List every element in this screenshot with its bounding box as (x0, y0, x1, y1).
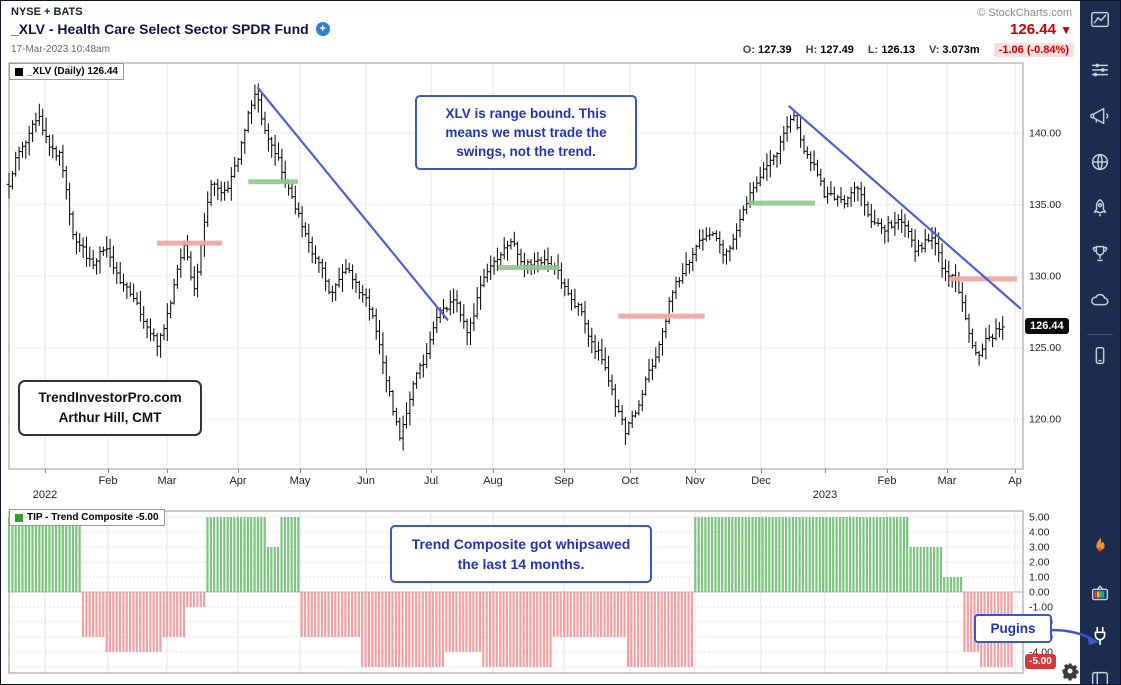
megaphone-icon[interactable] (1089, 105, 1111, 127)
axis-tick (825, 469, 826, 473)
axis-tick (761, 469, 762, 473)
right-toolbar (1080, 1, 1120, 684)
legend-swatch (15, 513, 23, 522)
price-axis-label: 130.00 (1029, 271, 1061, 283)
axis-tick (108, 469, 109, 473)
axis-tick (45, 469, 46, 473)
month-label: Mar (937, 475, 957, 487)
month-label: Aug (483, 475, 503, 487)
last-price: 126.44 ▼ (1010, 21, 1072, 38)
price-axis-label: 140.00 (1029, 128, 1061, 140)
trendline (788, 105, 1022, 310)
axis-tick (493, 469, 494, 473)
price-legend-text: _XLV (Daily) 126.44 (27, 66, 118, 77)
axis-tick (1015, 469, 1016, 473)
month-label: Mar (157, 475, 177, 487)
panel-icon[interactable] (1089, 669, 1111, 684)
date-axis: Feb Mar Apr May Jun Jul Aug Sep Oct Nov Dec Feb Mar A… (1, 469, 1082, 507)
trendline (256, 86, 449, 322)
price-axis-label: 125.00 (1029, 342, 1061, 354)
change-badge: -1.06 (-0.84%) (993, 43, 1074, 57)
year-label: 2022 (32, 489, 58, 501)
credit-line2: Arthur Hill, CMT (58, 410, 162, 425)
last-price-axis-tag: 126.44 (1025, 318, 1069, 334)
charts-icon[interactable] (1089, 9, 1111, 31)
axis-tick (564, 469, 565, 473)
trend-composite-negative-bars (81, 592, 1013, 667)
month-label: Jul (423, 475, 439, 487)
rocket-icon[interactable] (1089, 197, 1111, 219)
month-label: Jun (357, 475, 375, 487)
axis-tick (167, 469, 168, 473)
axis-tick (887, 469, 888, 473)
month-label: Apr (229, 475, 247, 487)
trend-composite-positive-bars (7, 517, 963, 592)
month-label: Dec (751, 475, 771, 487)
month-label: Feb (98, 475, 118, 487)
tv-icon[interactable] (1089, 583, 1111, 605)
quote-row: O: 127.39 H: 127.49 L: 126.13 V: 3.073m -1.0… (743, 43, 1074, 57)
title-row: _XLV - Health Care Select Sector SPDR Fu… (11, 21, 330, 37)
indicator-axis-label: 5.00 (1029, 512, 1050, 524)
year-label: 2023 (812, 489, 838, 501)
trophy-icon[interactable] (1089, 243, 1111, 265)
price-chart: 140.00 135.00 130.00 125.00 120.00 (6, 62, 1061, 470)
axis-tick (300, 469, 301, 473)
ohlc-bars (6, 83, 1005, 451)
price-legend: _XLV (Daily) 126.44 (9, 63, 124, 80)
tc-legend-text: TIP - Trend Composite -5.00 (27, 512, 159, 523)
mobile-icon[interactable] (1089, 345, 1111, 367)
quote-open: O: 127.39 (742, 44, 792, 56)
axis-tick (366, 469, 367, 473)
sliders-icon[interactable] (1089, 59, 1111, 81)
month-label: Feb (877, 475, 897, 487)
toolbar-divider (1087, 334, 1113, 335)
note-plugins: Pugins (974, 614, 1052, 643)
note-rangebound: XLV is range bound. This means we must t… (415, 95, 637, 170)
month-label: Oct (621, 475, 639, 487)
indicator-axis-label: 3.00 (1029, 542, 1050, 554)
indicator-value-tag: -5.00 (1025, 654, 1056, 669)
credit-line1: TrendInvestorPro.com (38, 390, 182, 405)
axis-tick (695, 469, 696, 473)
quote-high: H: 127.49 (805, 44, 854, 56)
flame-icon[interactable] (1089, 535, 1111, 557)
month-label: May (289, 475, 311, 487)
last-price-value: 126.44 (1010, 21, 1056, 38)
globe-icon[interactable] (1089, 151, 1111, 173)
datetime-label: 17-Mar-2023 10:48am (11, 44, 110, 55)
exchange-label: NYSE + BATS (11, 6, 83, 18)
month-label: Ap (1008, 475, 1022, 487)
indicator-axis-label: 2.00 (1029, 557, 1050, 569)
axis-tick (431, 469, 432, 473)
quote-volume: V: 3.073m (928, 44, 980, 56)
trend-composite-legend: TIP - Trend Composite -5.00 (9, 509, 165, 526)
indicator-axis-label: 0.00 (1029, 587, 1050, 599)
chart-title: _XLV - Health Care Select Sector SPDR Fu… (11, 21, 309, 37)
quote-low: L: 126.13 (867, 44, 915, 56)
chart-area: NYSE + BATS © StockCharts.com _XLV - Hea… (1, 1, 1082, 684)
plus-icon[interactable]: + (315, 22, 330, 36)
axis-tick (238, 469, 239, 473)
price-axis-label: 135.00 (1029, 199, 1061, 211)
note-credit: TrendInvestorPro.com Arthur Hill, CMT (18, 380, 202, 436)
gear-icon[interactable] (1060, 661, 1080, 681)
cloud-icon[interactable] (1089, 289, 1111, 311)
indicator-axis-label: 4.00 (1029, 527, 1050, 539)
price-axis-label: 120.00 (1029, 414, 1061, 426)
note-whipsaw: Trend Composite got whipsawed the last 1… (390, 525, 652, 583)
legend-swatch (15, 67, 23, 76)
indicator-axis-label: -1.00 (1029, 602, 1053, 614)
plug-icon[interactable] (1089, 625, 1111, 647)
indicator-axis-label: 1.00 (1029, 572, 1050, 584)
price-down-icon: ▼ (1060, 23, 1072, 37)
month-label: Sep (554, 475, 574, 487)
month-label: Nov (685, 475, 705, 487)
axis-tick (947, 469, 948, 473)
copyright-link[interactable]: © StockCharts.com (977, 7, 1072, 19)
axis-tick (630, 469, 631, 473)
